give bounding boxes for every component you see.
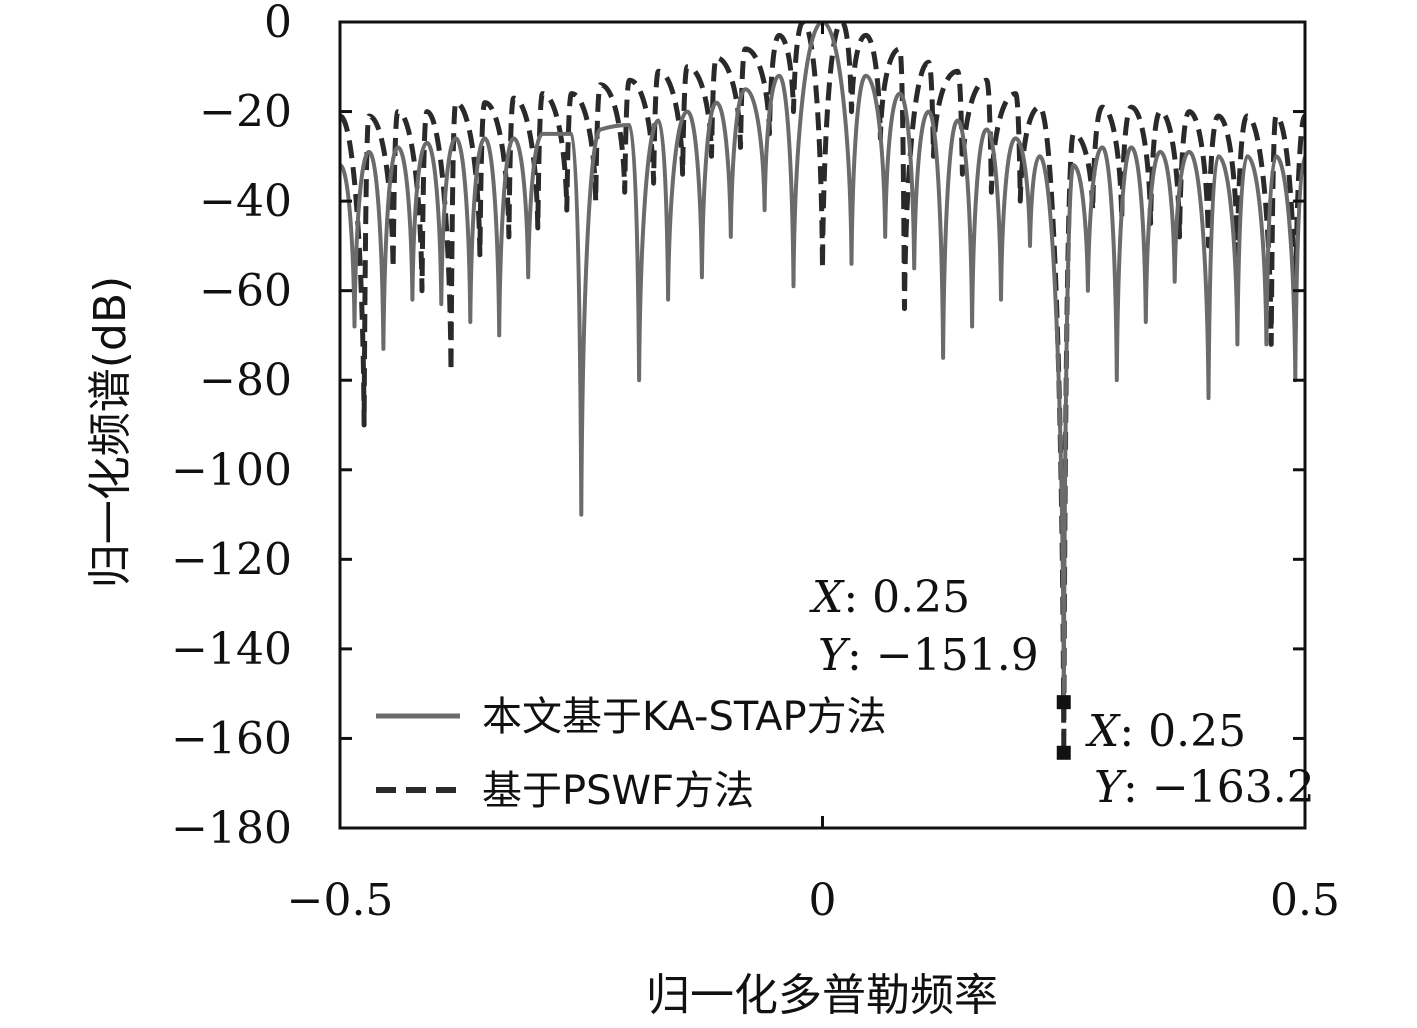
y-tick-label: −140 (171, 624, 292, 675)
x-tick-label: 0.5 (1270, 875, 1340, 926)
datatip-2-y-value: −163.2 (1152, 762, 1315, 813)
datatip-1-y-value: −151.9 (876, 630, 1039, 681)
x-tick-label: −0.5 (287, 875, 394, 926)
x-tick-label: 0 (809, 875, 837, 926)
datatip-2-x-label: X (1085, 706, 1121, 757)
datatip-1-x-sep: : (843, 572, 872, 623)
y-tick-label: 0 (264, 0, 292, 48)
datatip-1-x-value: 0.25 (872, 572, 970, 623)
ticks-layer: 0 −20 −40 −60 −80 −100 −120 −140 −160 −180 −0.5 0 0.… (171, 0, 1340, 926)
datatip-2-y-label: Y (1094, 762, 1127, 813)
datatip-2: X: 0.25 Y: −163.2 (1085, 706, 1315, 813)
y-tick-label: −40 (199, 176, 292, 227)
y-tick-label: −180 (171, 803, 292, 854)
datatip-1-marker (1056, 695, 1071, 710)
datatip-1-y: Y: −151.9 (818, 630, 1039, 681)
y-axis-title: 归一化频谱(dB) (85, 276, 136, 588)
legend: 本文基于KA-STAP方法 基于PSWF方法 (376, 694, 887, 814)
datatip-1-x: X: 0.25 (809, 572, 970, 623)
legend-label-ka-stap: 本文基于KA-STAP方法 (482, 694, 887, 740)
datatip-2-x: X: 0.25 (1085, 706, 1246, 757)
datatip-1-x-label: X (809, 572, 845, 623)
y-tick-label: −120 (171, 534, 292, 585)
datatip-1-y-sep: : (847, 630, 876, 681)
y-tick-label: −20 (199, 87, 292, 138)
y-tick-label: −160 (171, 713, 292, 764)
x-axis-title: 归一化多普勒频率 (646, 970, 998, 1021)
series-layer (340, 22, 1305, 756)
series-line-pswf (340, 22, 1305, 756)
datatip-2-y: Y: −163.2 (1094, 762, 1315, 813)
datatip-2-y-sep: : (1123, 762, 1152, 813)
datatip-1-y-label: Y (818, 630, 851, 681)
y-tick-label: −60 (199, 266, 292, 317)
y-tick-label: −80 (199, 355, 292, 406)
y-tick-label: −100 (171, 445, 292, 496)
series-line-ka-stap (340, 22, 1305, 705)
legend-label-pswf: 基于PSWF方法 (482, 768, 754, 814)
datatip-1: X: 0.25 Y: −151.9 (809, 572, 1039, 681)
datatip-2-x-value: 0.25 (1148, 706, 1246, 757)
datatip-2-marker (1056, 745, 1071, 760)
datatip-2-x-sep: : (1119, 706, 1148, 757)
